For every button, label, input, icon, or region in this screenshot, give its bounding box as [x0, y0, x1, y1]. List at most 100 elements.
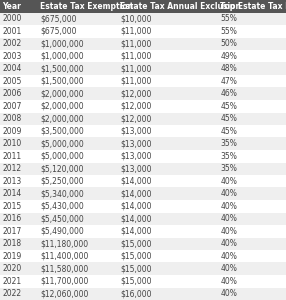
Bar [218, 112, 286, 125]
Bar [0, 150, 38, 163]
Bar [118, 212, 218, 225]
Bar [118, 125, 218, 137]
Text: $11,000: $11,000 [120, 52, 152, 61]
Bar [0, 238, 38, 250]
Text: 2006: 2006 [2, 89, 22, 98]
Bar [218, 200, 286, 212]
Bar [38, 250, 118, 262]
Bar [218, 88, 286, 100]
Bar [218, 0, 286, 13]
Text: $14,000: $14,000 [120, 177, 152, 186]
Bar [38, 262, 118, 275]
Text: 40%: 40% [220, 189, 237, 198]
Text: 2008: 2008 [2, 114, 21, 123]
Bar [118, 150, 218, 163]
Text: 40%: 40% [220, 277, 237, 286]
Bar [118, 238, 218, 250]
Text: 2007: 2007 [2, 102, 22, 111]
Text: $1,000,000: $1,000,000 [40, 52, 84, 61]
Text: Year: Year [2, 2, 21, 11]
Bar [38, 50, 118, 62]
Text: $10,000: $10,000 [120, 14, 152, 23]
Bar [218, 238, 286, 250]
Bar [0, 262, 38, 275]
Bar [0, 200, 38, 212]
Text: $5,000,000: $5,000,000 [40, 152, 84, 161]
Bar [118, 225, 218, 238]
Bar [0, 125, 38, 137]
Bar [0, 100, 38, 112]
Text: 47%: 47% [220, 77, 237, 86]
Text: 2022: 2022 [2, 289, 21, 298]
Bar [118, 287, 218, 300]
Text: $15,000: $15,000 [120, 252, 152, 261]
Bar [218, 188, 286, 200]
Bar [118, 25, 218, 38]
Text: $11,000: $11,000 [120, 27, 152, 36]
Text: 2001: 2001 [2, 27, 21, 36]
Text: $13,000: $13,000 [120, 127, 152, 136]
Text: $1,500,000: $1,500,000 [40, 64, 84, 73]
Text: 35%: 35% [220, 139, 237, 148]
Bar [118, 50, 218, 62]
Bar [118, 175, 218, 188]
Bar [218, 150, 286, 163]
Text: $5,000,000: $5,000,000 [40, 139, 84, 148]
Text: $5,430,000: $5,430,000 [40, 202, 84, 211]
Text: 2019: 2019 [2, 252, 21, 261]
Text: 48%: 48% [220, 64, 237, 73]
Text: $3,500,000: $3,500,000 [40, 127, 84, 136]
Text: 2005: 2005 [2, 77, 22, 86]
Bar [0, 75, 38, 88]
Bar [38, 238, 118, 250]
Text: 55%: 55% [220, 27, 237, 36]
Text: 2014: 2014 [2, 189, 21, 198]
Text: 45%: 45% [220, 114, 237, 123]
Bar [218, 287, 286, 300]
Bar [0, 25, 38, 38]
Text: 35%: 35% [220, 152, 237, 161]
Bar [0, 212, 38, 225]
Bar [0, 163, 38, 175]
Bar [218, 212, 286, 225]
Text: $15,000: $15,000 [120, 277, 152, 286]
Bar [218, 175, 286, 188]
Text: 2016: 2016 [2, 214, 21, 223]
Text: $5,120,000: $5,120,000 [40, 164, 84, 173]
Bar [118, 250, 218, 262]
Text: 2020: 2020 [2, 264, 21, 273]
Bar [118, 38, 218, 50]
Bar [118, 0, 218, 13]
Bar [38, 188, 118, 200]
Bar [0, 0, 38, 13]
Text: $5,450,000: $5,450,000 [40, 214, 84, 223]
Text: 2004: 2004 [2, 64, 22, 73]
Bar [38, 0, 118, 13]
Text: $2,000,000: $2,000,000 [40, 114, 84, 123]
Text: 45%: 45% [220, 127, 237, 136]
Text: $11,580,000: $11,580,000 [40, 264, 89, 273]
Text: Estate Tax Annual Exclusion: Estate Tax Annual Exclusion [120, 2, 241, 11]
Text: $14,000: $14,000 [120, 214, 152, 223]
Bar [118, 13, 218, 25]
Bar [38, 175, 118, 188]
Bar [218, 163, 286, 175]
Bar [218, 262, 286, 275]
Bar [218, 50, 286, 62]
Bar [218, 62, 286, 75]
Bar [0, 250, 38, 262]
Text: 40%: 40% [220, 214, 237, 223]
Bar [218, 275, 286, 287]
Bar [118, 275, 218, 287]
Bar [0, 287, 38, 300]
Text: $675,000: $675,000 [40, 14, 77, 23]
Text: $12,060,000: $12,060,000 [40, 289, 89, 298]
Bar [218, 38, 286, 50]
Text: $5,340,000: $5,340,000 [40, 189, 84, 198]
Text: 45%: 45% [220, 102, 237, 111]
Text: 40%: 40% [220, 252, 237, 261]
Bar [0, 50, 38, 62]
Bar [118, 62, 218, 75]
Bar [38, 163, 118, 175]
Text: $11,000: $11,000 [120, 77, 152, 86]
